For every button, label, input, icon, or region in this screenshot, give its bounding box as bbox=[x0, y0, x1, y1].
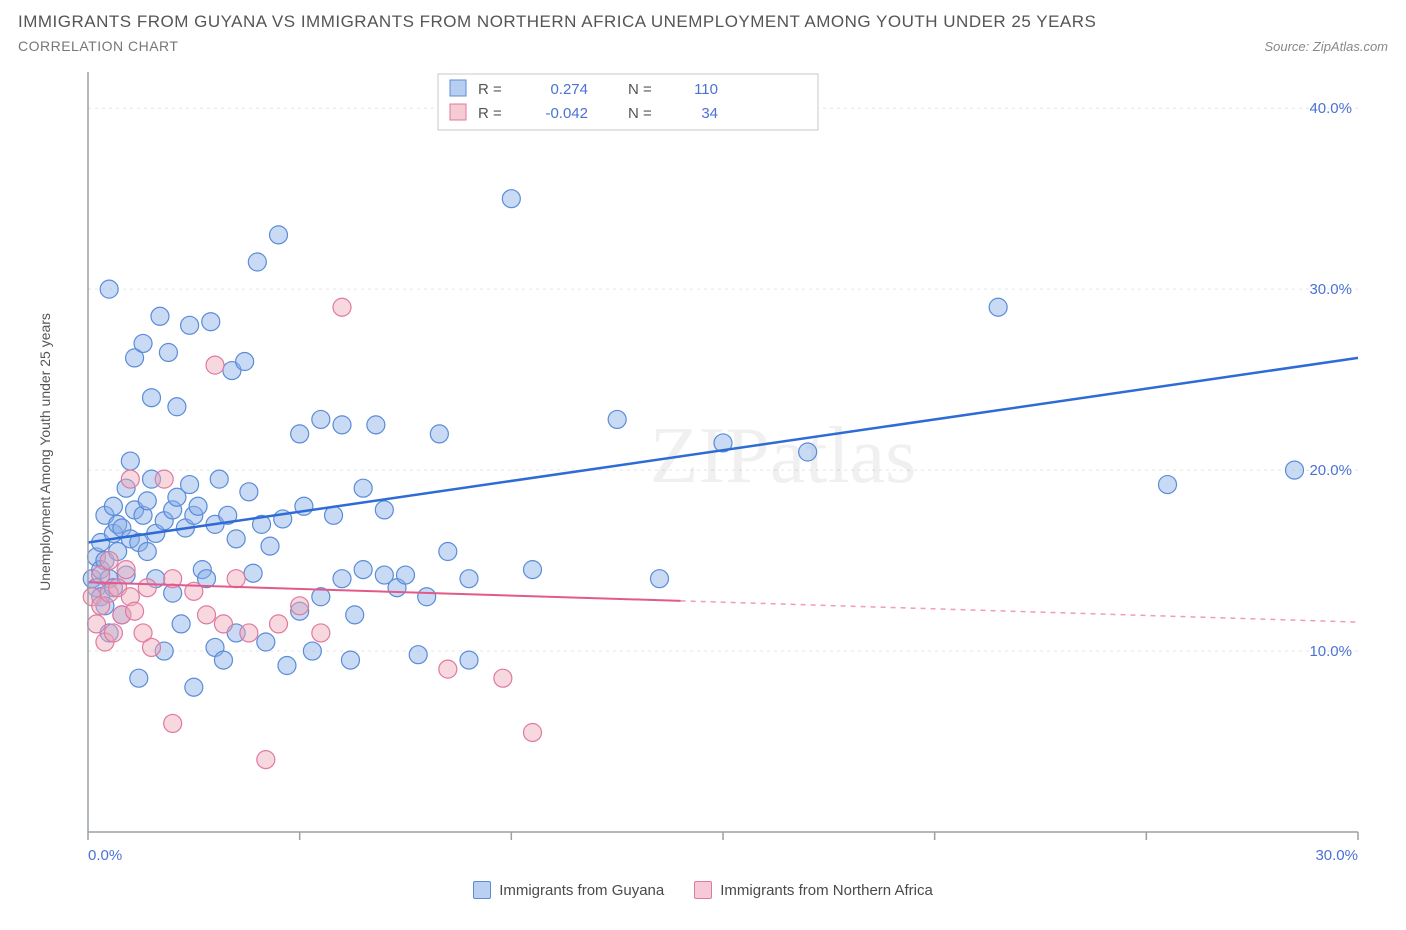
svg-text:110: 110 bbox=[694, 81, 718, 98]
chart-title: IMMIGRANTS FROM GUYANA VS IMMIGRANTS FRO… bbox=[18, 12, 1096, 32]
source-label: Source: ZipAtlas.com bbox=[1264, 39, 1388, 54]
bottom-legend: Immigrants from Guyana Immigrants from N… bbox=[18, 881, 1388, 899]
svg-text:0.274: 0.274 bbox=[550, 81, 588, 98]
svg-text:0.0%: 0.0% bbox=[88, 847, 122, 864]
svg-text:10.0%: 10.0% bbox=[1309, 643, 1352, 660]
svg-text:N =: N = bbox=[628, 81, 652, 98]
svg-text:40.0%: 40.0% bbox=[1309, 100, 1352, 117]
svg-text:20.0%: 20.0% bbox=[1309, 462, 1352, 479]
svg-text:R =: R = bbox=[478, 105, 502, 122]
legend-label: Immigrants from Guyana bbox=[499, 882, 664, 899]
legend-swatch-icon bbox=[694, 881, 712, 899]
svg-text:30.0%: 30.0% bbox=[1309, 281, 1352, 298]
legend-item-guyana: Immigrants from Guyana bbox=[473, 881, 664, 899]
svg-text:-0.042: -0.042 bbox=[545, 105, 588, 122]
chart-subtitle: CORRELATION CHART bbox=[18, 38, 1096, 54]
svg-text:34: 34 bbox=[701, 105, 718, 122]
legend-swatch-icon bbox=[473, 881, 491, 899]
svg-text:N =: N = bbox=[628, 105, 652, 122]
legend-label: Immigrants from Northern Africa bbox=[720, 882, 933, 899]
scatter-chart: ZIPatlas0.0%30.0%10.0%20.0%30.0%40.0%Une… bbox=[18, 62, 1388, 872]
legend-item-northern-africa: Immigrants from Northern Africa bbox=[694, 881, 933, 899]
svg-text:Unemployment Among Youth under: Unemployment Among Youth under 25 years bbox=[37, 313, 53, 591]
svg-text:30.0%: 30.0% bbox=[1315, 847, 1358, 864]
svg-text:R =: R = bbox=[478, 81, 502, 98]
